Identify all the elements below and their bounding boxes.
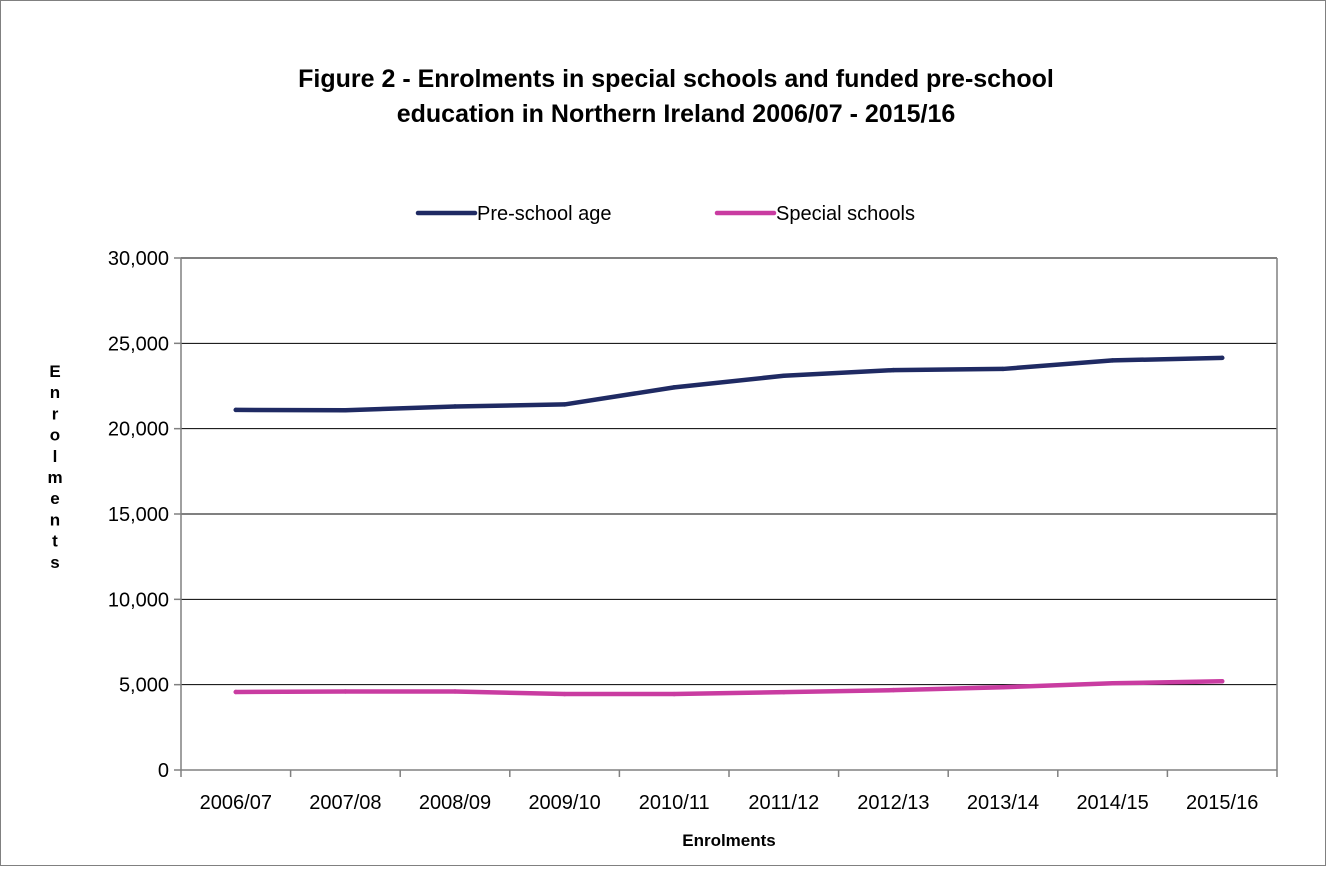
chart-title-line-1: Figure 2 - Enrolments in special schools… <box>298 65 1054 93</box>
y-tick-label-3: 15,000 <box>108 504 169 526</box>
data-point-s0-0 <box>233 407 238 413</box>
data-point-s0-2 <box>452 404 458 409</box>
data-point-s1-8 <box>1110 681 1115 686</box>
y-tick-label-5: 25,000 <box>108 333 169 355</box>
x-tick-label-8: 2014/15 <box>1076 792 1148 814</box>
data-point-s0-1 <box>343 408 348 413</box>
data-point-s1-9 <box>1220 679 1225 684</box>
y-axis-title-letter-6: e <box>50 489 59 508</box>
data-point-s0-9 <box>1220 355 1225 361</box>
data-point-s1-6 <box>891 687 896 693</box>
data-point-s0-6 <box>891 367 896 373</box>
x-tick-label-1: 2007/08 <box>309 792 381 814</box>
data-point-s1-5 <box>781 689 786 695</box>
data-point-s0-8 <box>1110 358 1115 363</box>
y-axis-title-letter-2: r <box>52 404 59 423</box>
x-tick-label-3: 2009/10 <box>528 792 600 814</box>
chart-title-line-2: education in Northern Ireland 2006/07 - … <box>397 100 956 128</box>
y-axis-title-letter-1: n <box>50 383 60 402</box>
data-point-s1-1 <box>343 689 348 694</box>
x-tick-label-7: 2013/14 <box>967 792 1039 814</box>
gridlines <box>181 257 1277 686</box>
x-axis-ticks: 2006/07 2007/08 2008/09 2009/10 2010/11 2011/… <box>180 770 1278 814</box>
x-tick-label-0: 2006/07 <box>200 792 272 814</box>
series-lines <box>233 355 1225 697</box>
series-line-0 <box>233 355 1225 413</box>
legend-label-0: Pre-school age <box>477 203 612 225</box>
data-point-s0-4 <box>672 385 677 390</box>
y-tick-label-2: 10,000 <box>108 589 169 611</box>
y-axis-ticks: 0 5,000 10,000 15,000 20,000 25,000 30,000 <box>108 248 181 782</box>
x-tick-label-6: 2012/13 <box>857 792 929 814</box>
x-axis-title: Enrolments <box>682 831 776 850</box>
x-tick-label-9: 2015/16 <box>1186 792 1258 814</box>
data-point-s1-7 <box>1000 685 1006 690</box>
legend-label-1: Special schools <box>776 203 915 225</box>
y-axis-title-letter-7: n <box>50 510 60 529</box>
y-axis-title-letter-4: l <box>53 447 58 466</box>
y-axis-title-letter-8: t <box>52 532 58 551</box>
data-point-s0-3 <box>562 402 567 407</box>
y-axis-title-letter-0: E <box>49 362 60 381</box>
x-tick-label-2: 2008/09 <box>419 792 491 814</box>
x-tick-label-4: 2010/11 <box>639 792 710 814</box>
y-tick-label-4: 20,000 <box>108 419 169 441</box>
series-line-1 <box>233 679 1225 697</box>
y-tick-label-6: 30,000 <box>108 248 169 270</box>
legend: Pre-school age Special schools <box>415 203 915 225</box>
x-tick-label-5: 2011/12 <box>748 792 819 814</box>
y-tick-label-1: 5,000 <box>119 675 169 697</box>
data-point-s1-0 <box>233 689 238 695</box>
data-point-s1-3 <box>562 691 567 697</box>
data-point-s0-5 <box>781 373 786 378</box>
data-point-s0-7 <box>1000 366 1006 372</box>
y-axis-title-letter-5: m <box>47 468 62 487</box>
y-axis-title-letter-3: o <box>50 426 60 445</box>
y-axis-title: Enrolments <box>47 362 62 572</box>
data-point-s1-2 <box>452 689 458 694</box>
y-tick-label-0: 0 <box>158 760 169 782</box>
data-point-s1-4 <box>672 691 677 697</box>
y-axis-title-letter-9: s <box>50 553 59 572</box>
